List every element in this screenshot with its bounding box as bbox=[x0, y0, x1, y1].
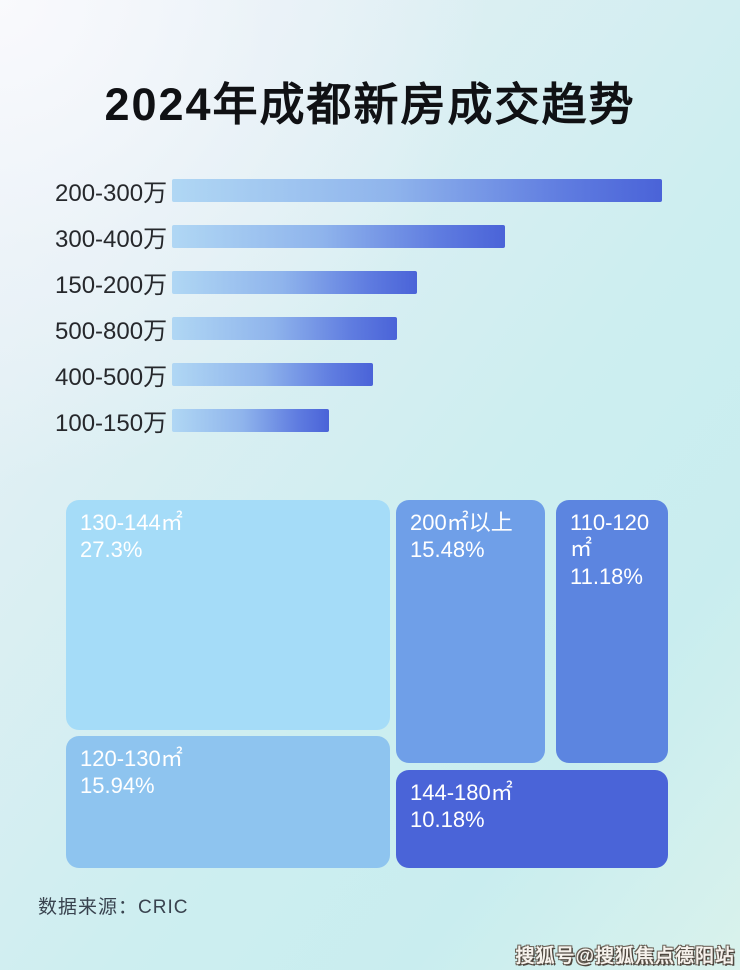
treemap-tile-144-180: 144-180㎡ 10.18% bbox=[396, 770, 668, 868]
bar-row: 200-300万 bbox=[55, 178, 695, 207]
bar-track bbox=[172, 178, 662, 202]
bar-track bbox=[172, 408, 662, 432]
watermark-label: 搜狐号@搜狐焦点德阳站 bbox=[515, 946, 735, 967]
bar-label: 100-150万 bbox=[55, 409, 168, 437]
tile-value: 11.18% bbox=[570, 563, 643, 589]
tile-label: 110-120㎡ bbox=[570, 510, 650, 562]
tile-label: 130-144㎡ bbox=[80, 510, 183, 535]
treemap-tile-120-130: 120-130㎡ 15.94% bbox=[66, 736, 390, 868]
page-title: 2024年成都新房成交趋势 bbox=[104, 79, 636, 131]
tile-label: 120-130㎡ bbox=[80, 746, 183, 771]
bar-label: 200-300万 bbox=[55, 179, 168, 207]
treemap-tile-110-120: 110-120㎡ 11.18% bbox=[556, 500, 668, 763]
tile-label: 144-180㎡ bbox=[410, 780, 513, 805]
tile-label: 200㎡以上 bbox=[410, 510, 513, 535]
bar-fill bbox=[172, 224, 506, 248]
bar-fill bbox=[172, 270, 417, 294]
tile-value: 10.18% bbox=[410, 807, 485, 833]
bar-track bbox=[172, 224, 662, 248]
area-size-treemap: 130-144㎡ 27.3% 200㎡以上 15.48% 110-120㎡ 11… bbox=[66, 500, 668, 868]
data-source-label: 数据来源：CRIC bbox=[38, 897, 189, 918]
bar-track bbox=[172, 362, 662, 386]
bar-fill bbox=[172, 362, 373, 386]
tile-value: 15.48% bbox=[410, 537, 485, 563]
bar-row: 500-800万 bbox=[55, 316, 695, 345]
bar-track bbox=[172, 270, 662, 294]
bar-track bbox=[172, 316, 662, 340]
price-range-bar-chart: 200-300万 300-400万 150-200万 500-800万 400-… bbox=[55, 178, 695, 454]
bar-label: 300-400万 bbox=[55, 225, 168, 253]
treemap-tile-130-144: 130-144㎡ 27.3% bbox=[66, 500, 390, 730]
bar-fill bbox=[172, 316, 398, 340]
bar-label: 150-200万 bbox=[55, 271, 168, 299]
bar-row: 300-400万 bbox=[55, 224, 695, 253]
bar-fill bbox=[172, 408, 329, 432]
bar-label: 400-500万 bbox=[55, 363, 168, 391]
bar-label: 500-800万 bbox=[55, 317, 168, 345]
treemap-tile-200-plus: 200㎡以上 15.48% bbox=[396, 500, 545, 763]
tile-value: 27.3% bbox=[80, 537, 143, 563]
bar-row: 400-500万 bbox=[55, 362, 695, 391]
bar-row: 150-200万 bbox=[55, 270, 695, 299]
tile-value: 15.94% bbox=[80, 773, 155, 799]
bar-row: 100-150万 bbox=[55, 408, 695, 437]
bar-fill bbox=[172, 178, 662, 202]
